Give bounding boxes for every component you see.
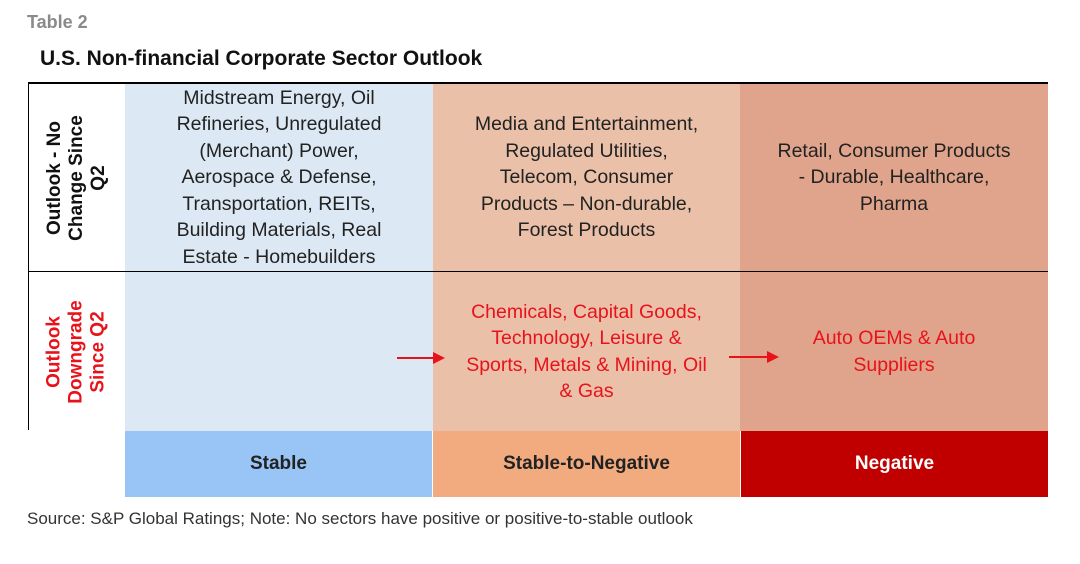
cell-text: Media and Entertainment, Regulated Utili… bbox=[475, 111, 698, 244]
text-line: Estate - Homebuilders bbox=[182, 245, 376, 268]
right-arrow-icon bbox=[397, 352, 445, 364]
cell-text: Auto OEMs & Auto Suppliers bbox=[813, 325, 976, 378]
text-line: Regulated Utilities, bbox=[505, 139, 668, 162]
text-line: Outlook - No bbox=[43, 120, 65, 235]
cell-text: Chemicals, Capital Goods, Technology, Le… bbox=[466, 299, 707, 405]
source-note: Source: S&P Global Ratings; Note: No sec… bbox=[27, 509, 693, 528]
cell-no-change-stable: Midstream Energy, Oil Refineries, Unregu… bbox=[125, 84, 433, 271]
text-line: Aerospace & Defense, bbox=[181, 166, 377, 189]
text-line: Auto OEMs & Auto bbox=[812, 327, 976, 349]
cell-downgrade-stable-to-negative: Chemicals, Capital Goods, Technology, Le… bbox=[433, 272, 740, 431]
text-line: Building Materials, Real bbox=[176, 219, 382, 242]
text-line: Midstream Energy, Oil bbox=[183, 86, 375, 109]
row-label-text: Outlook - No Change Since Q2 bbox=[44, 115, 110, 241]
legend-stable-to-negative: Stable-to-Negative bbox=[433, 431, 740, 497]
text-line: Refineries, Unregulated bbox=[176, 113, 382, 136]
text-line: Telecom, Consumer bbox=[499, 166, 674, 189]
text-line: Q2 bbox=[87, 164, 109, 191]
text-line: Suppliers bbox=[853, 353, 935, 376]
cell-no-change-stable-to-negative: Media and Entertainment, Regulated Utili… bbox=[433, 84, 740, 271]
table-label: Table 2 bbox=[27, 12, 88, 32]
legend-negative: Negative bbox=[741, 431, 1048, 497]
row-label-downgrade: Outlook Downgrade Since Q2 bbox=[28, 272, 125, 431]
left-rule bbox=[28, 83, 29, 430]
row-divider bbox=[28, 271, 1048, 272]
text-line: - Durable, Healthcare, bbox=[798, 166, 990, 189]
text-line: Since Q2 bbox=[87, 310, 109, 393]
text-line: Technology, Leisure & bbox=[491, 327, 682, 349]
row-label-no-change: Outlook - No Change Since Q2 bbox=[28, 84, 125, 271]
text-line: Products – Non-durable, bbox=[480, 192, 693, 215]
text-line: Sports, Metals & Mining, Oil bbox=[466, 353, 707, 376]
table-title: U.S. Non-financial Corporate Sector Outl… bbox=[40, 47, 483, 70]
text-line: Downgrade bbox=[65, 299, 87, 404]
legend-stable: Stable bbox=[125, 431, 432, 497]
text-line: Forest Products bbox=[517, 219, 656, 242]
top-rule bbox=[28, 82, 1048, 84]
text-line: Change Since bbox=[65, 114, 87, 241]
text-line: (Merchant) Power, bbox=[199, 139, 359, 162]
right-arrow-icon bbox=[729, 351, 779, 363]
cell-text: Retail, Consumer Products - Durable, Hea… bbox=[777, 138, 1010, 218]
text-line: & Gas bbox=[559, 380, 614, 402]
text-line: Chemicals, Capital Goods, bbox=[471, 300, 702, 323]
text-line: Pharma bbox=[859, 192, 929, 215]
text-line: Media and Entertainment, bbox=[474, 113, 699, 136]
cell-downgrade-stable bbox=[125, 272, 433, 431]
row-label-text: Outlook Downgrade Since Q2 bbox=[44, 300, 110, 403]
cell-text: Midstream Energy, Oil Refineries, Unregu… bbox=[177, 85, 382, 271]
cell-no-change-negative: Retail, Consumer Products - Durable, Hea… bbox=[740, 84, 1048, 271]
text-line: Transportation, REITs, bbox=[182, 192, 376, 215]
text-line: Retail, Consumer Products bbox=[777, 139, 1011, 162]
cell-downgrade-negative: Auto OEMs & Auto Suppliers bbox=[740, 272, 1048, 431]
text-line: Outlook bbox=[43, 315, 65, 388]
